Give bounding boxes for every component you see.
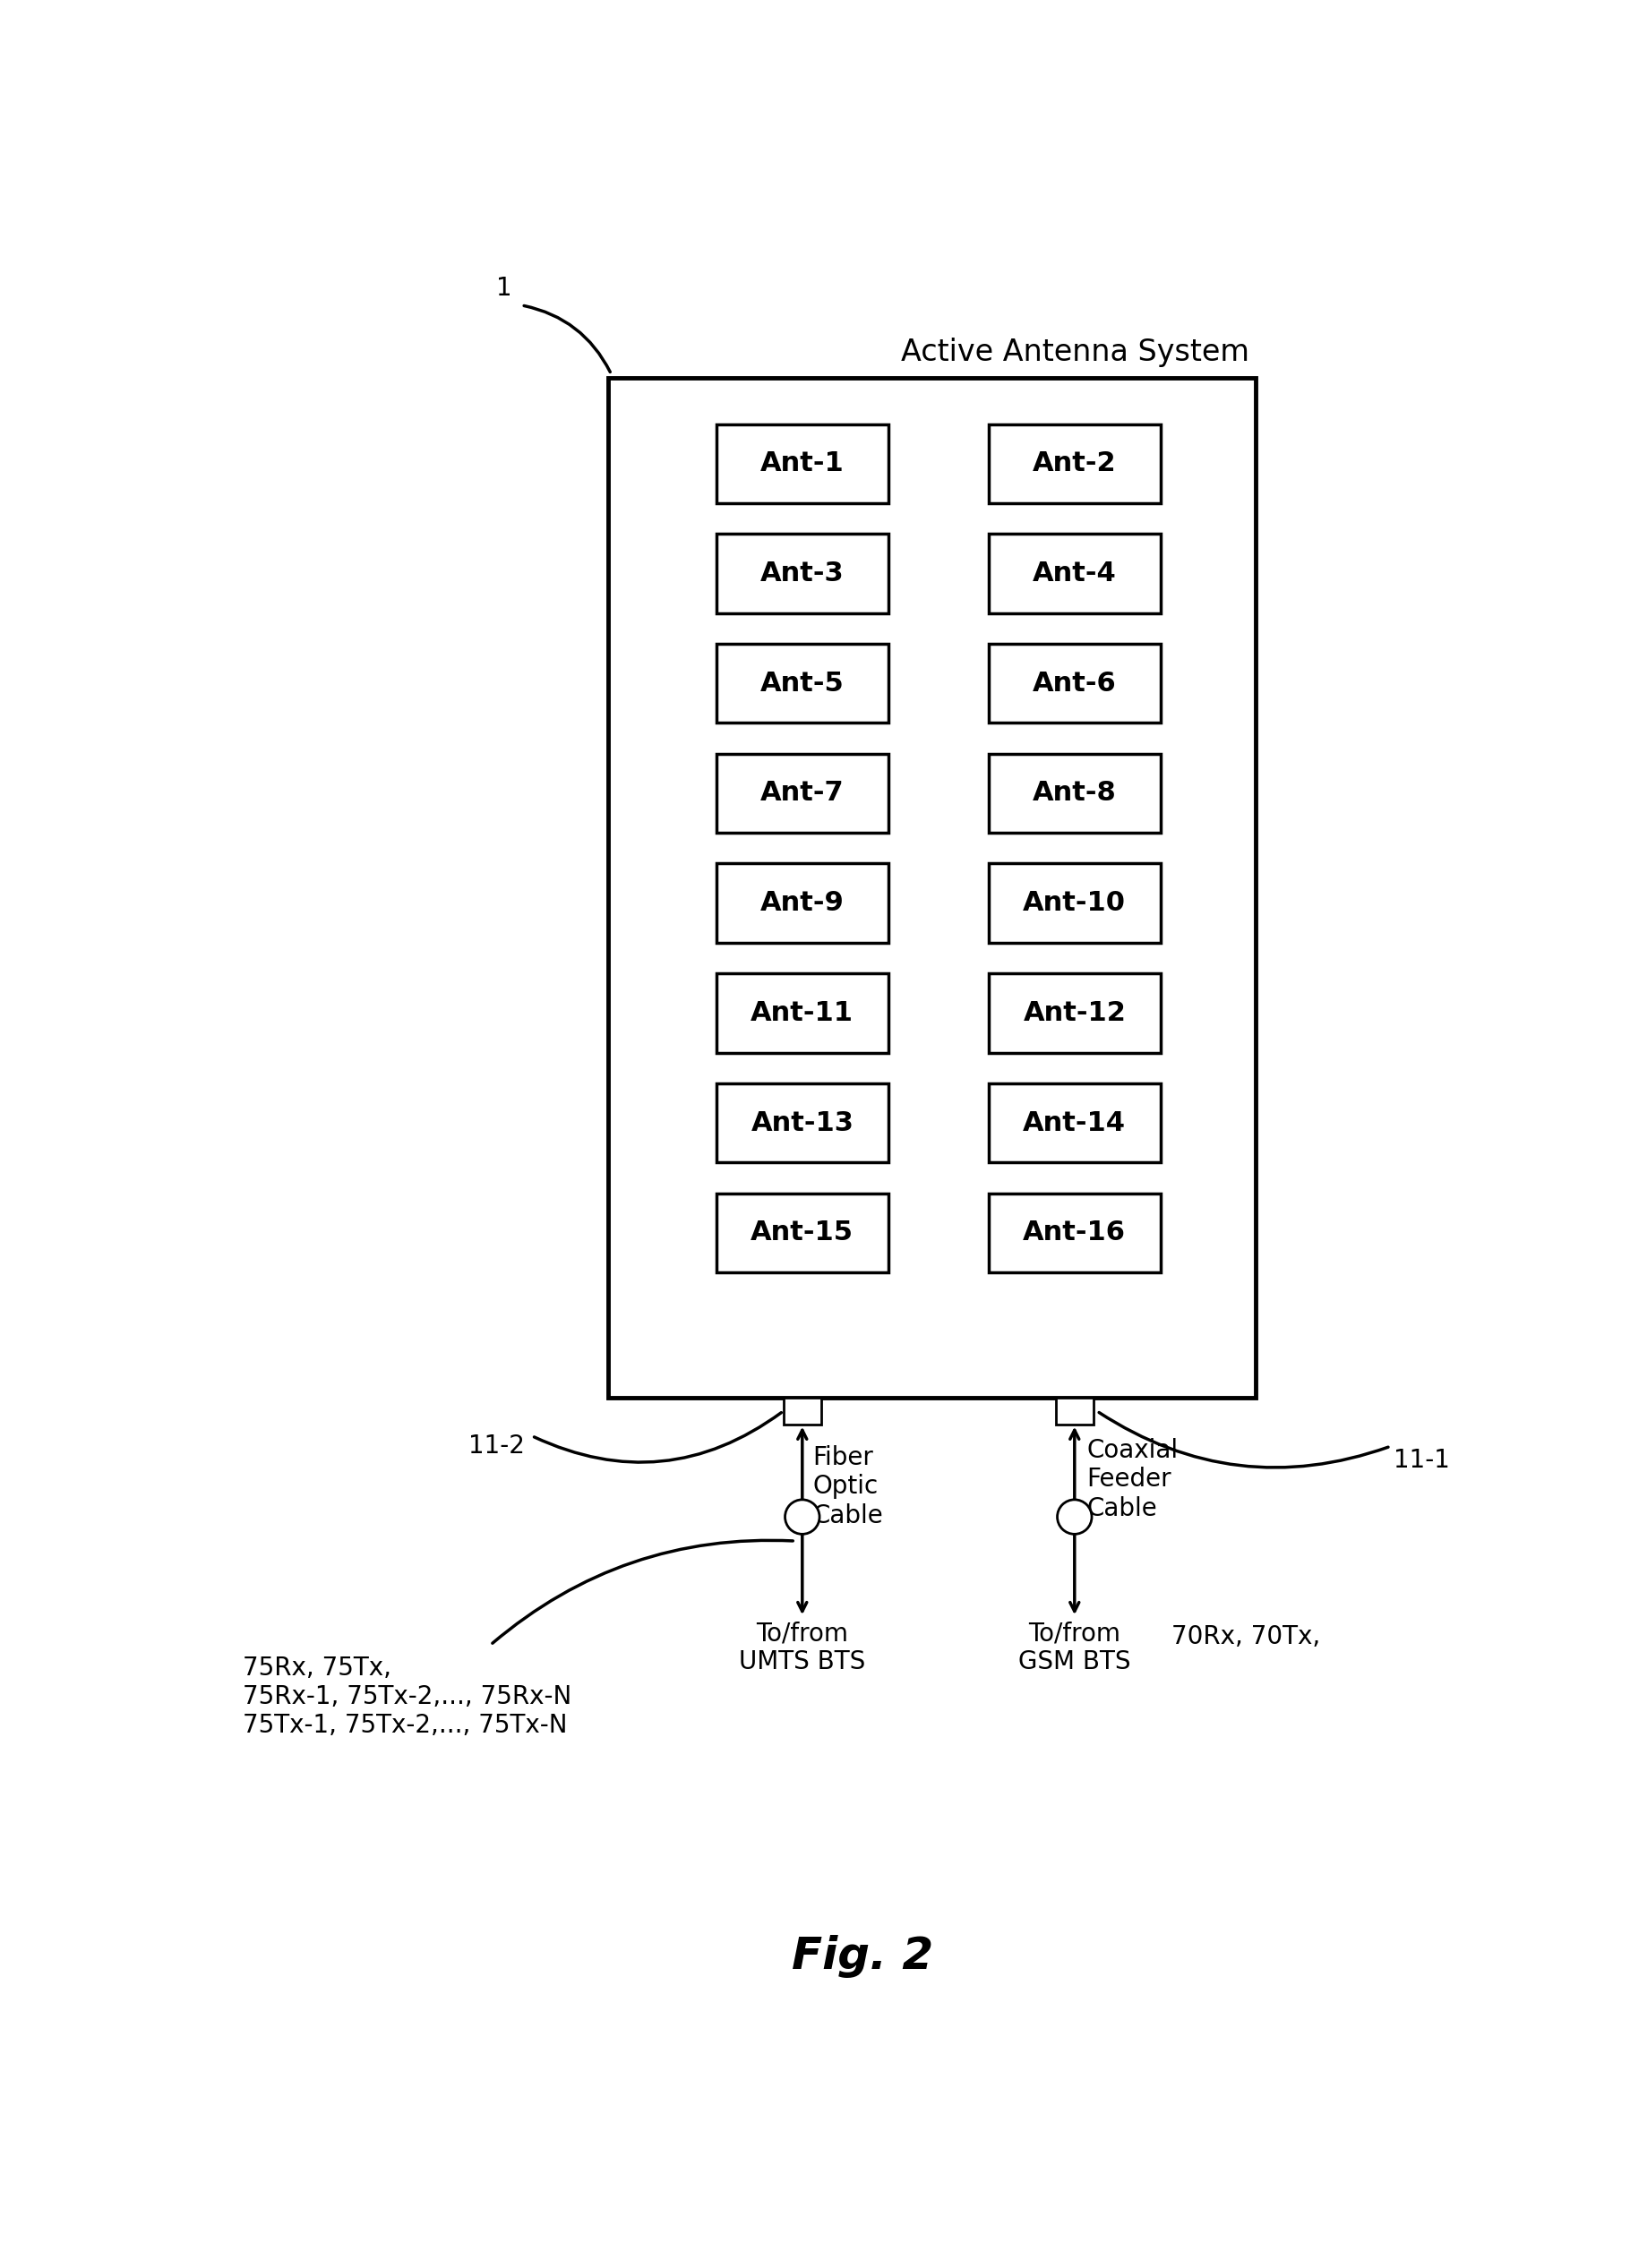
Text: 75Rx, 75Tx,
75Rx-1, 75Tx-2,..., 75Rx-N
75Tx-1, 75Tx-2,..., 75Tx-N: 75Rx, 75Tx, 75Rx-1, 75Tx-2,..., 75Rx-N 7…	[243, 1656, 570, 1737]
Bar	[716, 864, 888, 943]
Text: Ant-1: Ant-1	[760, 451, 844, 476]
Bar	[988, 1084, 1161, 1163]
Bar	[608, 379, 1257, 1397]
Bar	[988, 533, 1161, 612]
Text: Ant-11: Ant-11	[751, 1000, 854, 1025]
Text: To/from
UMTS BTS: To/from UMTS BTS	[738, 1622, 866, 1674]
Text: Ant-14: Ant-14	[1024, 1109, 1126, 1136]
Text: Ant-10: Ant-10	[1024, 889, 1126, 916]
FancyArrowPatch shape	[1099, 1413, 1389, 1467]
Text: Ant-4: Ant-4	[1032, 560, 1117, 587]
Text: Ant-3: Ant-3	[760, 560, 844, 587]
Bar	[716, 973, 888, 1052]
Text: Ant-12: Ant-12	[1024, 1000, 1126, 1025]
Bar	[988, 1193, 1161, 1272]
Text: 11-2: 11-2	[469, 1433, 525, 1458]
Bar	[988, 864, 1161, 943]
FancyArrowPatch shape	[535, 1413, 781, 1463]
Bar	[1056, 1397, 1094, 1424]
Text: Fig. 2: Fig. 2	[792, 1935, 934, 1978]
Text: Ant-5: Ant-5	[760, 671, 844, 696]
Text: Fiber
Optic
Cable: Fiber Optic Cable	[813, 1445, 883, 1529]
FancyArrowPatch shape	[492, 1540, 792, 1644]
Text: 11-1: 11-1	[1394, 1447, 1451, 1472]
Text: To/from
GSM BTS: To/from GSM BTS	[1019, 1622, 1131, 1674]
Text: Ant-7: Ant-7	[760, 780, 844, 805]
Text: Ant-2: Ant-2	[1033, 451, 1117, 476]
Text: 1: 1	[497, 274, 512, 302]
FancyArrowPatch shape	[523, 306, 610, 372]
Text: Ant-9: Ant-9	[760, 889, 844, 916]
Circle shape	[786, 1499, 820, 1533]
Bar	[716, 424, 888, 503]
Bar	[988, 973, 1161, 1052]
Bar	[988, 424, 1161, 503]
Bar	[716, 1193, 888, 1272]
Bar	[716, 533, 888, 612]
Text: Ant-8: Ant-8	[1032, 780, 1117, 805]
Text: Coaxial
Feeder
Cable: Coaxial Feeder Cable	[1087, 1438, 1178, 1522]
Text: Ant-13: Ant-13	[751, 1109, 854, 1136]
Text: Ant-6: Ant-6	[1032, 671, 1117, 696]
Text: Ant-16: Ant-16	[1024, 1220, 1126, 1245]
Bar	[716, 1084, 888, 1163]
Bar	[716, 644, 888, 723]
Circle shape	[1058, 1499, 1092, 1533]
Text: Ant-15: Ant-15	[751, 1220, 854, 1245]
Text: 70Rx, 70Tx,: 70Rx, 70Tx,	[1170, 1624, 1320, 1649]
Bar	[784, 1397, 822, 1424]
Text: Active Antenna System: Active Antenna System	[901, 338, 1249, 367]
Bar	[988, 644, 1161, 723]
Bar	[988, 753, 1161, 832]
Bar	[716, 753, 888, 832]
